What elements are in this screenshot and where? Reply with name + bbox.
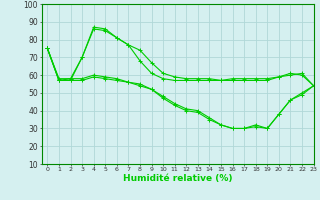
X-axis label: Humidité relative (%): Humidité relative (%) bbox=[123, 174, 232, 183]
